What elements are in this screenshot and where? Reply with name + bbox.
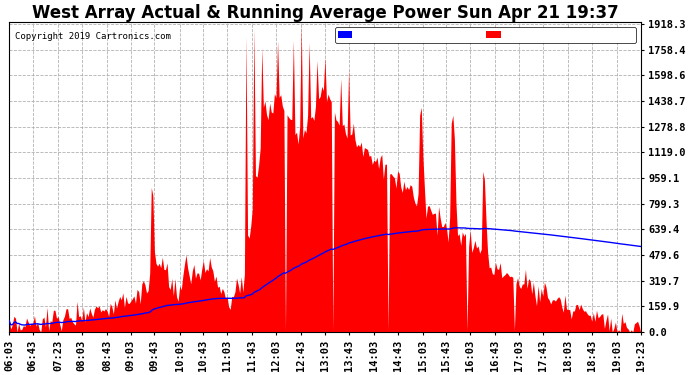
Legend: Average  (DC Watts), West Array  (DC Watts): Average (DC Watts), West Array (DC Watts… xyxy=(335,27,635,43)
Text: Copyright 2019 Cartronics.com: Copyright 2019 Cartronics.com xyxy=(15,32,171,40)
Title: West Array Actual & Running Average Power Sun Apr 21 19:37: West Array Actual & Running Average Powe… xyxy=(32,4,618,22)
